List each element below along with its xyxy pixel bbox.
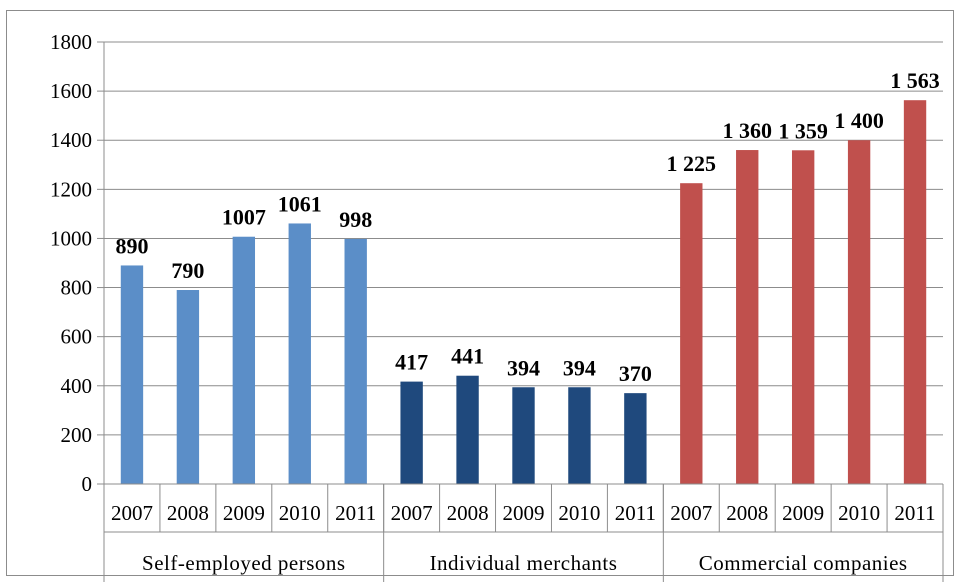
bar: [791, 150, 815, 485]
axes: [97, 41, 944, 582]
bar: [456, 375, 479, 484]
bar: [624, 393, 647, 484]
data-label: 1 563: [890, 68, 940, 93]
x-tick-label: 2011: [615, 501, 656, 525]
bar: [847, 140, 871, 484]
y-tick-label: 200: [61, 423, 93, 447]
x-tick-label: 2010: [558, 501, 600, 525]
data-label: 1 360: [722, 118, 772, 143]
data-label: 890: [115, 233, 148, 258]
y-tick-label: 1200: [50, 177, 92, 201]
y-tick-label: 1600: [50, 79, 92, 103]
data-label: 1007: [222, 205, 266, 230]
x-tick-label: 2007: [391, 501, 433, 525]
x-tick-label: 2007: [111, 501, 153, 525]
y-tick-label: 800: [61, 276, 93, 300]
data-label: 441: [451, 344, 484, 369]
y-tick-label: 600: [61, 325, 93, 349]
data-label: 998: [339, 207, 372, 232]
x-tick-label: 2008: [167, 501, 209, 525]
bar: [400, 381, 423, 484]
bars: [120, 100, 927, 485]
y-tick-label: 1800: [50, 30, 92, 54]
x-tick-label: 2008: [447, 501, 489, 525]
data-label: 394: [563, 355, 596, 380]
data-label: 790: [171, 258, 204, 283]
bar: [680, 183, 703, 484]
bar: [512, 387, 535, 484]
x-group-label: Individual merchants: [430, 551, 618, 575]
data-label: 1 400: [834, 108, 884, 133]
bar: [568, 387, 591, 484]
bar: [176, 290, 200, 484]
x-tick-label: 2009: [503, 501, 545, 525]
x-tick-label: 2009: [782, 501, 824, 525]
data-label: 417: [395, 350, 428, 375]
bar: [736, 150, 759, 485]
y-tick-label: 400: [61, 374, 93, 398]
data-label: 1 359: [778, 118, 828, 143]
x-group-label: Self-employed persons: [142, 551, 346, 575]
y-tick-label: 1400: [50, 128, 92, 152]
x-tick-label: 2010: [279, 501, 321, 525]
y-tick-label: 1000: [50, 226, 92, 250]
x-tick-label: 2010: [838, 501, 880, 525]
data-label: 1061: [278, 191, 322, 216]
x-tick-label: 2011: [894, 501, 935, 525]
y-tick-label: 0: [82, 472, 93, 496]
x-group-label: Commercial companies: [699, 551, 908, 575]
x-tick-label: 2011: [335, 501, 376, 525]
bar: [344, 238, 367, 484]
data-label: 394: [507, 355, 540, 380]
x-axis-category-labels: 2007 2008 2009 2010 2011 Self-employed person…: [111, 501, 936, 575]
x-tick-label: 2008: [726, 501, 768, 525]
y-axis-tick-labels: 0 200 400 600 800 1000 1200 1400 1600 1800: [50, 30, 92, 496]
bar: [903, 100, 927, 485]
data-label: 370: [619, 361, 652, 386]
x-tick-label: 2009: [223, 501, 265, 525]
bar: [232, 236, 256, 484]
x-tick-label: 2007: [670, 501, 712, 525]
bar: [288, 223, 311, 484]
data-label: 1 225: [667, 151, 717, 176]
bar: [120, 265, 144, 484]
